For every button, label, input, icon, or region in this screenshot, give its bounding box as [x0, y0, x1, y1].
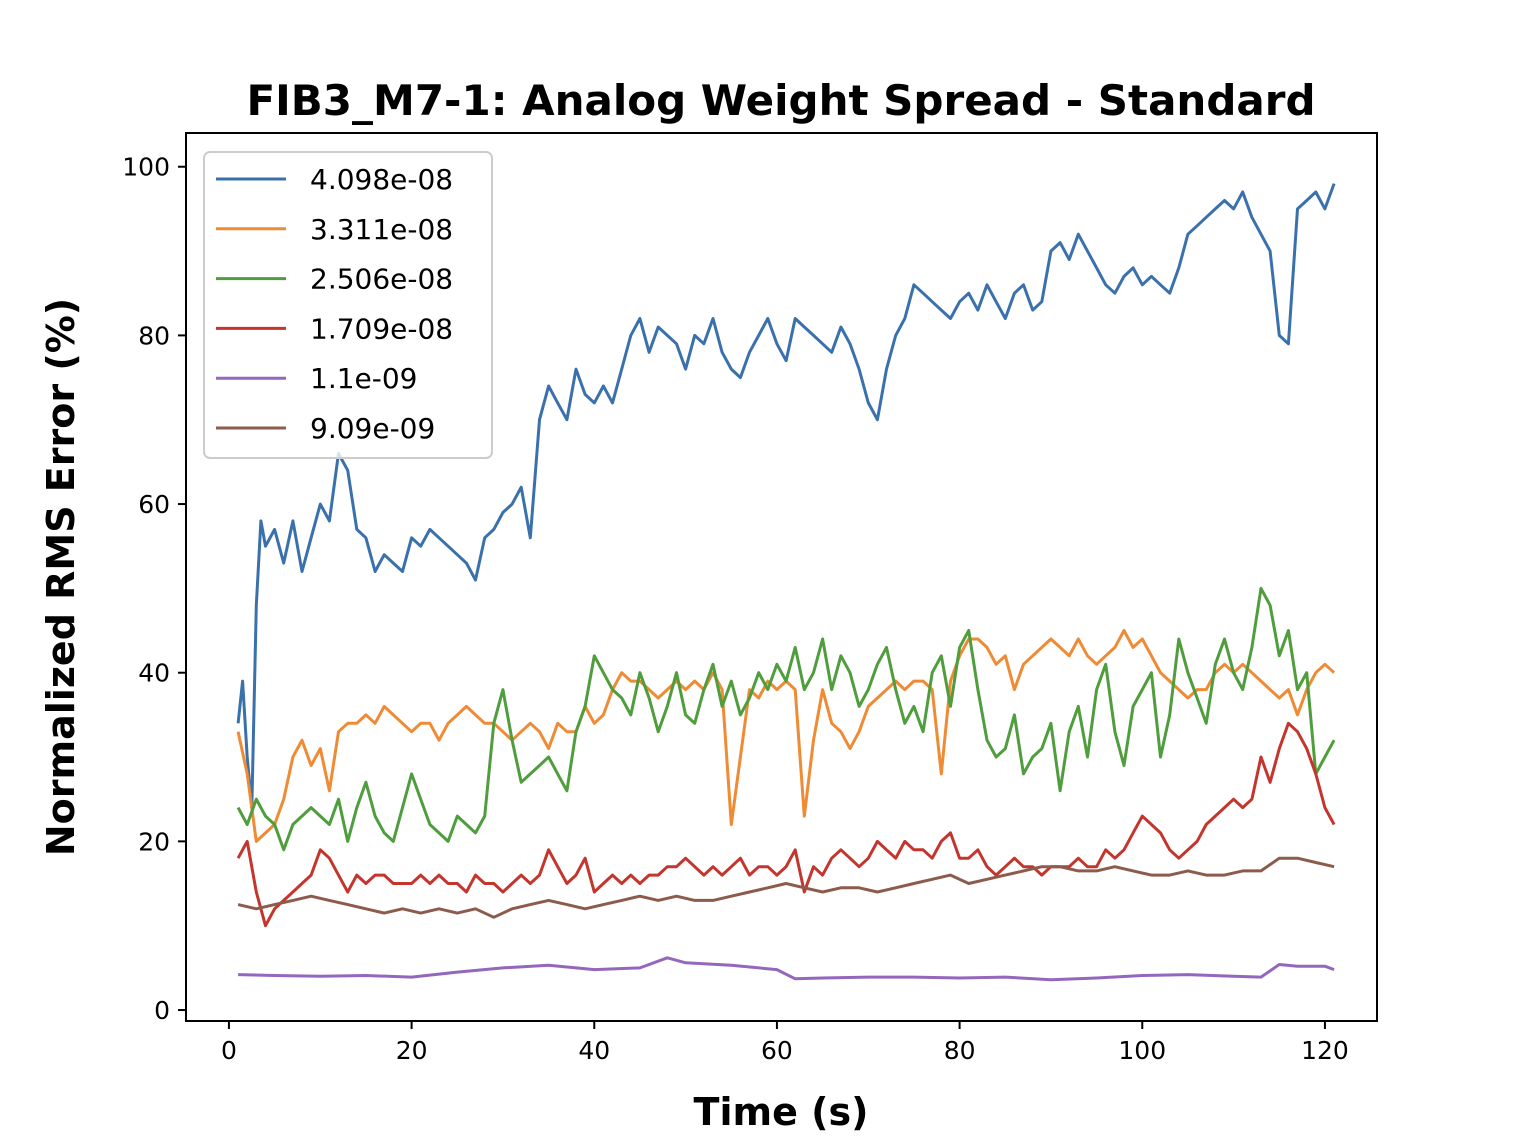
y-tick-label: 20: [138, 827, 170, 856]
series-line-4: [238, 956, 1335, 982]
series-line-0: [236, 183, 1336, 810]
x-tick-label: 0: [221, 1036, 237, 1065]
legend-label-1: 3.311e-08: [310, 213, 453, 246]
y-axis-label: Normalized RMS Error (%): [39, 298, 83, 856]
y-axis: 0 20 40 60 80 100: [122, 153, 186, 1025]
y-tick-label: 100: [122, 153, 170, 182]
series-line-2: [236, 586, 1336, 852]
x-tick-label: 120: [1301, 1036, 1349, 1065]
series-line-3: [236, 721, 1336, 928]
y-tick-label: 0: [154, 996, 170, 1025]
x-tick-label: 100: [1118, 1036, 1166, 1065]
legend-label-3: 1.709e-08: [310, 312, 453, 345]
y-tick-label: 80: [138, 321, 170, 350]
plot-lines: [236, 183, 1336, 982]
y-tick-label: 60: [138, 490, 170, 519]
x-tick-label: 60: [761, 1036, 793, 1065]
x-axis: 0 20 40 60 80 100 120: [221, 1021, 1349, 1065]
legend-label-2: 2.506e-08: [310, 263, 453, 296]
series-line-5: [237, 856, 1335, 919]
legend-label-4: 1.1e-09: [310, 362, 418, 395]
x-tick-label: 20: [396, 1036, 428, 1065]
x-tick-label: 80: [944, 1036, 976, 1065]
legend-label-0: 4.098e-08: [310, 163, 453, 196]
x-axis-label: Time (s): [694, 1090, 869, 1134]
axes-frame: [185, 132, 1378, 1022]
chart-title: FIB3_M7-1: Analog Weight Spread - Standa…: [246, 76, 1315, 125]
y-tick-label: 40: [138, 659, 170, 688]
x-tick-label: 40: [578, 1036, 610, 1065]
legend-label-5: 9.09e-09: [310, 412, 435, 445]
legend: 4.098e-08 3.311e-08 2.506e-08 1.709e-08 1.1e…: [203, 151, 493, 459]
